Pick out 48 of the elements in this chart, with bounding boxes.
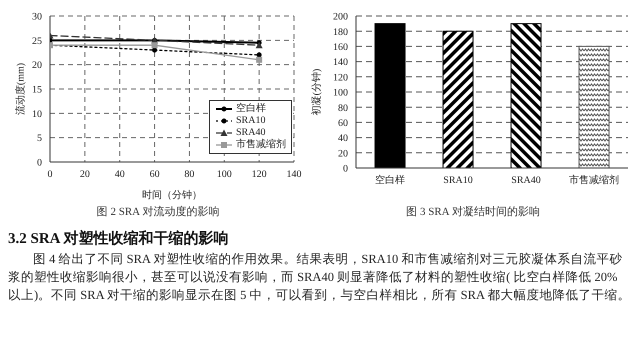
y-tick-label: 10 <box>32 108 42 120</box>
y-tick-label: 30 <box>32 12 42 23</box>
x-tick-label: 市售减缩剂 <box>569 174 619 186</box>
y-tick-label: 200 <box>333 12 348 23</box>
point <box>256 52 262 58</box>
x-tick-label: 40 <box>114 169 125 180</box>
x-tick-label: 20 <box>80 169 90 180</box>
caption: 图 4 给出了不同 SRA 对塑性收缩的作用效果。结果表明，SRA10 和市售减缩剂对三元胶凝体系自流平砂浆的塑性收缩影响很小，甚至可以说没有影响，而 SRA40 则显著降低了材料的塑性收缩( 比空白样降低 20% 以上)。不同 SRA 对干缩的影响显示在图 5 中，可以看到，与空白样相比，所有 SRA 都大幅度地降低了干缩。 <box>8 251 632 304</box>
y-tick-label: 120 <box>333 72 348 84</box>
legend-label: 空白样 <box>236 103 266 115</box>
y-tick-label: 80 <box>338 102 348 114</box>
x-tick-label: SRA10 <box>443 175 473 186</box>
point <box>256 42 263 48</box>
bar <box>510 23 542 168</box>
x-tick-label: 60 <box>150 169 160 180</box>
x-tick-label: 140 <box>286 169 302 180</box>
y-tick-label: 140 <box>333 57 348 68</box>
x-tick-label: SRA40 <box>511 175 541 186</box>
point <box>256 56 262 63</box>
x-tick-label: 空白样 <box>375 174 405 186</box>
y-axis-title: 流动度(mm) <box>14 62 27 116</box>
point <box>152 48 158 53</box>
y-axis-title: 初凝(分钟) <box>310 68 323 116</box>
text: 3.2 SRA 对塑性收缩和干缩的影响 <box>8 229 230 248</box>
bar <box>442 30 474 168</box>
x-tick-label: 100 <box>216 169 232 180</box>
y-tick-label: 0 <box>37 158 42 169</box>
y-tick-label: 40 <box>338 133 348 144</box>
x-axis-title: 时间（分钟） <box>142 189 202 201</box>
y-tick-label: 20 <box>338 148 348 160</box>
y-tick-label: 160 <box>333 42 348 53</box>
text: 图 3 SRA 对凝结时间的影响 <box>405 205 541 219</box>
x-tick-label: 0 <box>48 169 52 180</box>
y-tick-label: 180 <box>333 26 348 38</box>
y-tick-label: 60 <box>338 118 348 129</box>
legend-label: SRA40 <box>236 127 266 138</box>
point <box>152 42 158 48</box>
y-tick-label: 15 <box>32 84 42 96</box>
bar <box>374 23 406 168</box>
legend-label: 市售减缩剂 <box>236 139 286 151</box>
y-tick-label: 25 <box>32 36 42 47</box>
y-tick-label: 100 <box>333 88 348 99</box>
x-tick-label: 80 <box>184 169 194 180</box>
legend-label: SRA10 <box>236 115 266 127</box>
y-tick-label: 20 <box>32 60 42 72</box>
text: 图 2 SRA 对流动度的影响 <box>96 204 220 219</box>
x-tick-label: 120 <box>252 169 267 180</box>
y-tick-label: 5 <box>37 133 42 144</box>
